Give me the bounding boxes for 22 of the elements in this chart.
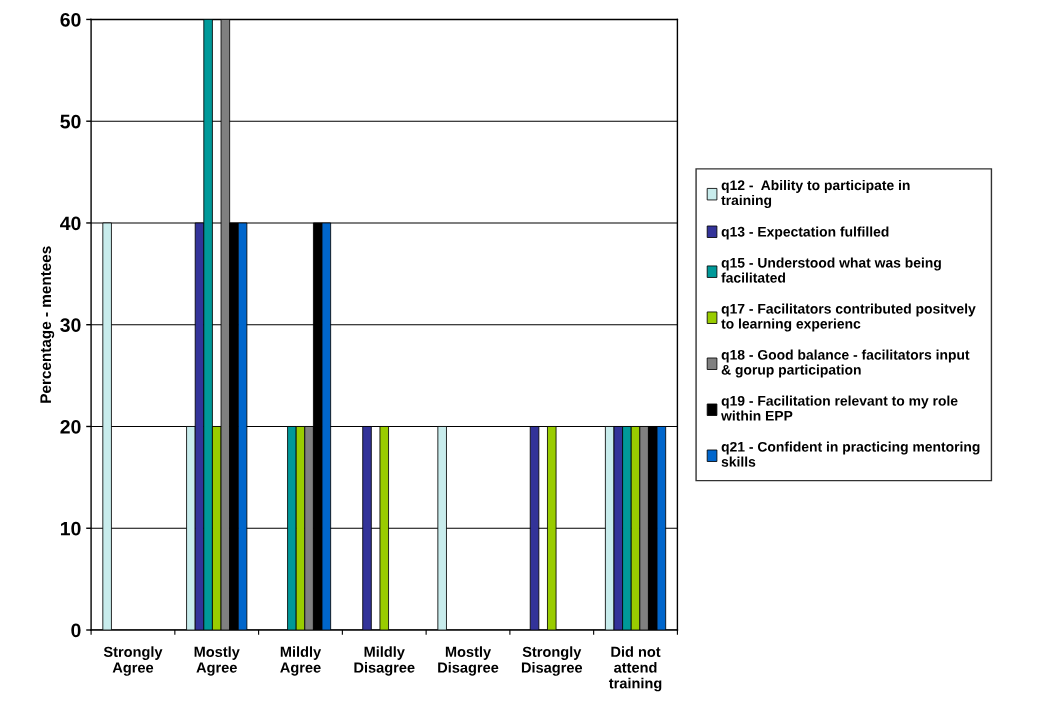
y-tick-label: 0	[71, 623, 81, 638]
legend-label: q13 - Expectation fulfilled	[721, 226, 889, 240]
x-tick-label: Mildly Disagree	[354, 646, 415, 676]
x-tick-label: Mostly Agree	[194, 646, 240, 676]
legend-label: q17 - Facilitators contributed positvely to learning experienc	[721, 303, 976, 332]
y-tick-label: 50	[60, 114, 81, 129]
x-tick-label: Did not attend training	[608, 646, 662, 692]
y-tick-label: 40	[60, 216, 81, 231]
y-tick-label: 10	[60, 521, 81, 536]
legend-label: q19 - Facilitation relevant to my role within EPP	[721, 395, 958, 421]
x-tick-label: Strongly Disagree	[521, 646, 583, 676]
x-tick-label: Mildly Agree	[280, 646, 322, 676]
legend-label: q21 - Confident in practicing mentoring skills	[721, 441, 980, 467]
legend-label: q15 - Understood what was being facilitated	[721, 257, 941, 283]
y-tick-label: 30	[60, 318, 81, 332]
x-tick-label: Strongly Agree	[103, 646, 163, 676]
x-tick-label: Mostly Disagree	[438, 646, 499, 676]
y-tick-label: 60	[60, 12, 81, 27]
y-axis-title: Percentage - mentees	[40, 246, 55, 403]
legend-label: q12 - Ability to participate in training	[721, 179, 910, 208]
y-tick-label: 20	[60, 419, 81, 434]
legend-label: q18 - Good balance - facilitators input & gorup participation	[721, 349, 970, 378]
